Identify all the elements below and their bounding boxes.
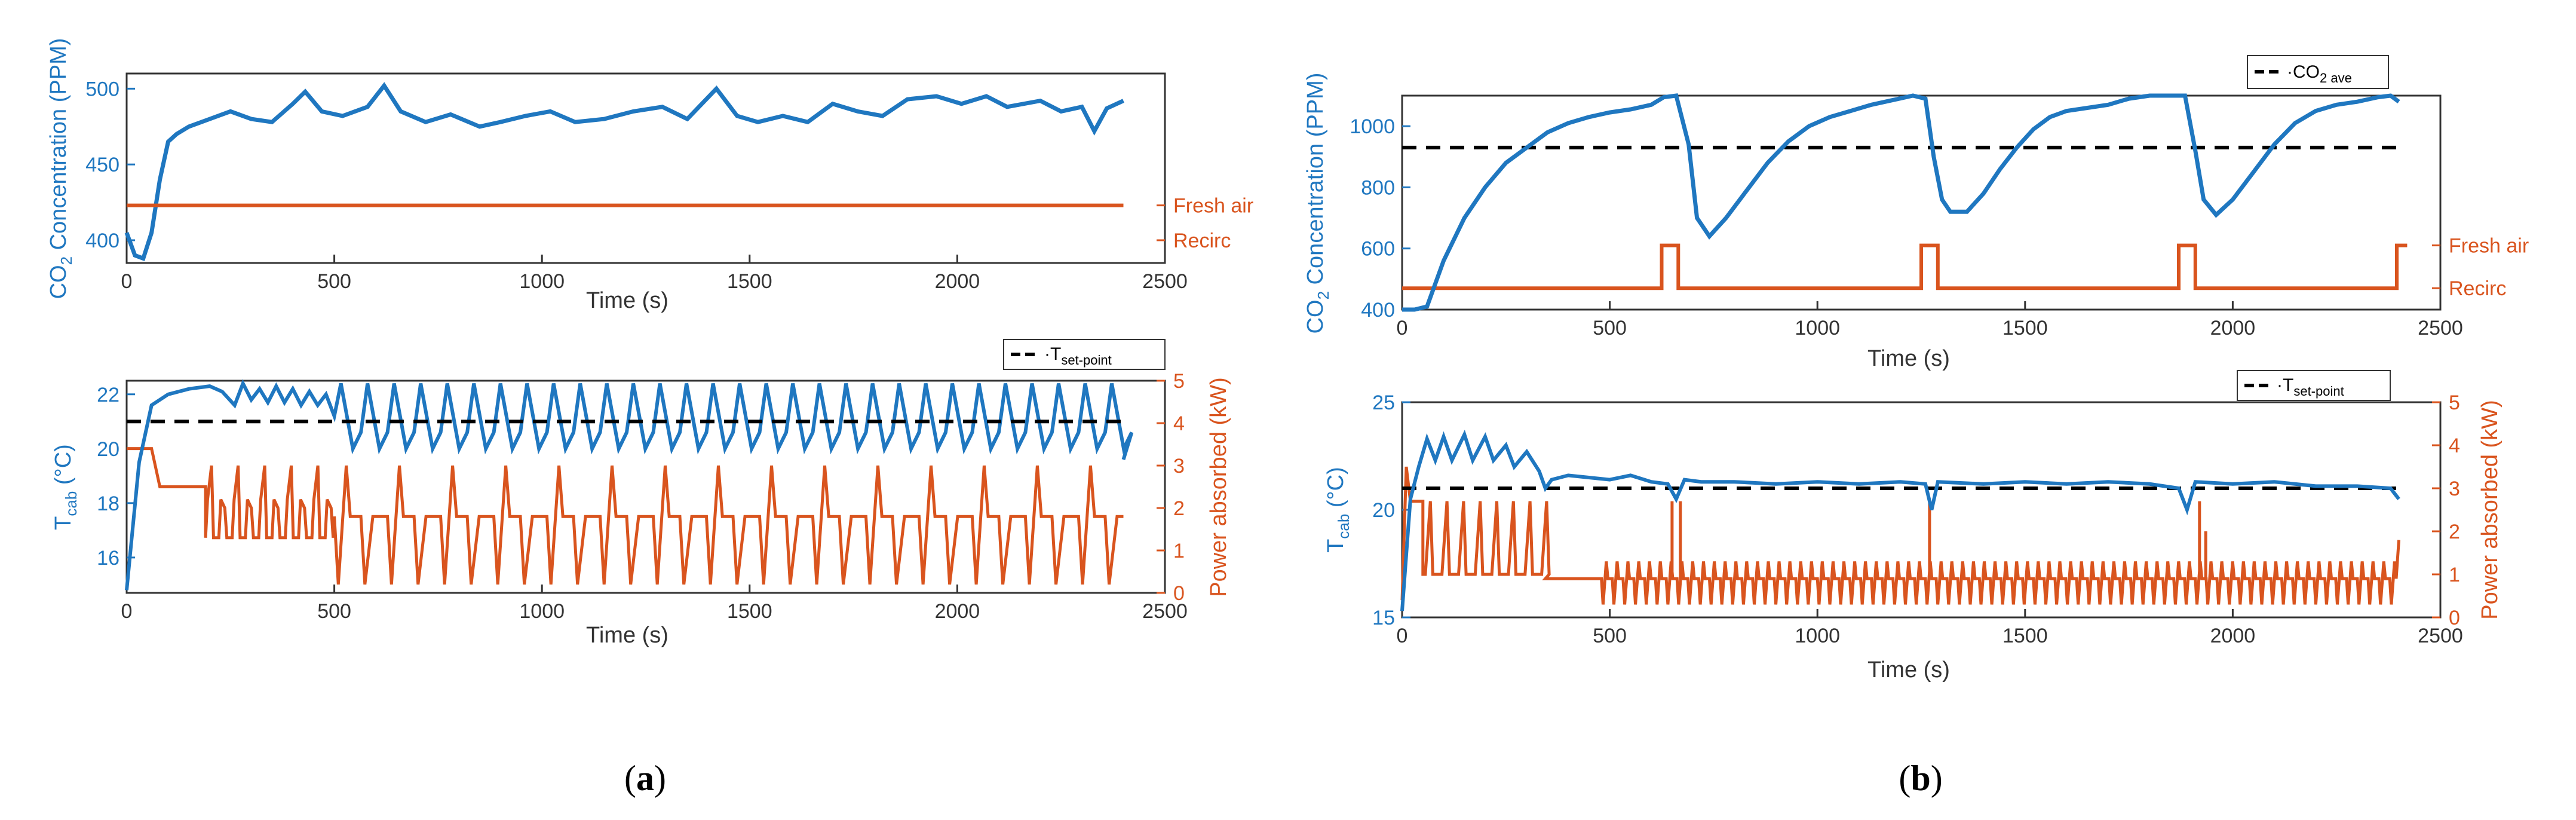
x-tick-label: 2500 bbox=[1142, 270, 1188, 293]
chart-a-temperature: Tcab (°C) Power absorbed (kW) Time (s) 0… bbox=[51, 339, 1231, 648]
x-tick-label: 1000 bbox=[519, 270, 565, 293]
y-tick-label: 500 bbox=[85, 78, 119, 100]
y-ticks: 15 20 25 bbox=[1372, 391, 1410, 629]
y2-tick-label: 4 bbox=[1173, 412, 1185, 435]
x-axis-label: Time (s) bbox=[586, 288, 668, 313]
y2-tick-label: 0 bbox=[1173, 582, 1185, 605]
x-ticks: 0 500 1000 1500 2000 2500 bbox=[1397, 301, 2463, 339]
y-axis-label: Tcab (°C) bbox=[51, 444, 80, 530]
y2-tick-label: 0 bbox=[2449, 607, 2460, 629]
co2-line bbox=[124, 82, 1124, 261]
caption-b: (b) bbox=[1899, 758, 1942, 798]
right-label: Recirc bbox=[2449, 277, 2506, 300]
y-ticks: 400 600 800 1000 bbox=[1350, 115, 1410, 322]
y-tick-label: 18 bbox=[97, 492, 119, 515]
x-axis-label: Time (s) bbox=[1867, 657, 1950, 683]
y-tick-label: 20 bbox=[97, 438, 119, 461]
y-tick-label: 25 bbox=[1372, 391, 1395, 414]
x-tick-label: 500 bbox=[317, 270, 351, 293]
y-tick-label: 450 bbox=[85, 154, 119, 176]
x-tick-label: 2000 bbox=[2210, 317, 2256, 339]
plot-frame bbox=[125, 72, 1166, 264]
y2-tick-label: 1 bbox=[2449, 564, 2460, 586]
x-tick-label: 500 bbox=[1593, 317, 1627, 339]
plot-frame bbox=[125, 380, 1166, 594]
x-ticks: 0 500 1000 1500 2000 2500 bbox=[1397, 609, 2463, 647]
y-ticks: 400 450 500 bbox=[85, 78, 135, 252]
x-tick-label: 2500 bbox=[2418, 625, 2463, 647]
chart-b-co2: CO2 Concentration (PPM) Time (s) 0 500 100… bbox=[1303, 55, 2529, 371]
x-tick-label: 1000 bbox=[1795, 625, 1840, 647]
y2-tick-label: 1 bbox=[1173, 540, 1185, 562]
y-tick-label: 16 bbox=[97, 547, 119, 570]
y-tick-label: 400 bbox=[85, 230, 119, 252]
x-tick-label: 1000 bbox=[519, 600, 565, 623]
x-tick-label: 1500 bbox=[727, 600, 772, 623]
y-tick-label: 22 bbox=[97, 384, 119, 406]
y2-ticks: 0 1 2 3 4 5 bbox=[2432, 391, 2460, 629]
x-tick-label: 500 bbox=[317, 600, 351, 623]
x-tick-label: 0 bbox=[1397, 317, 1408, 339]
x-tick-label: 1000 bbox=[1795, 317, 1840, 339]
y-tick-label: 400 bbox=[1361, 299, 1395, 322]
y2-tick-label: 2 bbox=[1173, 497, 1185, 520]
y2-tick-label: 3 bbox=[2449, 478, 2460, 500]
y-axis-label: CO2 Concentration (PPM) bbox=[46, 38, 75, 299]
cabin-temp-line bbox=[125, 379, 1134, 590]
legend: ·Tset-point bbox=[2237, 370, 2391, 401]
x-tick-label: 2500 bbox=[2418, 317, 2463, 339]
legend: ·Tset-point bbox=[1003, 339, 1166, 370]
legend: ·CO2 ave bbox=[2247, 55, 2389, 89]
y2-tick-label: 4 bbox=[2449, 435, 2460, 457]
x-tick-label: 1500 bbox=[2002, 625, 2048, 647]
x-axis-label: Time (s) bbox=[1867, 346, 1950, 371]
y-tick-label: 1000 bbox=[1350, 115, 1395, 138]
y2-tick-label: 5 bbox=[2449, 391, 2460, 414]
y2-tick-label: 5 bbox=[1173, 370, 1185, 393]
x-axis-label: Time (s) bbox=[586, 623, 668, 648]
x-tick-label: 0 bbox=[121, 600, 133, 623]
co2-line bbox=[1402, 93, 2400, 312]
right-labels: Fresh air Recirc bbox=[1157, 195, 1253, 252]
x-tick-label: 2500 bbox=[1142, 600, 1188, 623]
power-line bbox=[1400, 466, 2400, 605]
right-label: Fresh air bbox=[2449, 235, 2529, 258]
x-ticks: 0 500 1000 1500 2000 2500 bbox=[121, 585, 1188, 623]
x-tick-label: 500 bbox=[1593, 625, 1627, 647]
cabin-temp-line bbox=[1400, 429, 2400, 611]
y2-axis-label: Power absorbed (kW) bbox=[2477, 400, 2503, 619]
x-tick-label: 0 bbox=[1397, 625, 1408, 647]
y-axis-label: Tcab (°C) bbox=[1323, 467, 1353, 553]
y2-axis-label: Power absorbed (kW) bbox=[1206, 377, 1231, 596]
chart-a-co2: CO2 Concentration (PPM) Time (s) 0 500 100… bbox=[46, 38, 1253, 313]
legend-label: ·CO2 ave bbox=[2287, 62, 2352, 85]
y-tick-label: 800 bbox=[1361, 176, 1395, 199]
mode-line bbox=[1402, 243, 2408, 290]
x-tick-label: 0 bbox=[121, 270, 133, 293]
x-tick-label: 1500 bbox=[727, 270, 772, 293]
y-axis-label: CO2 Concentration (PPM) bbox=[1303, 73, 1332, 334]
power-line bbox=[127, 447, 1124, 585]
x-tick-label: 2000 bbox=[935, 600, 980, 623]
x-tick-label: 1500 bbox=[2002, 317, 2048, 339]
caption-a: (a) bbox=[624, 758, 666, 798]
y2-tick-label: 2 bbox=[2449, 521, 2460, 543]
x-ticks: 0 500 1000 1500 2000 2500 bbox=[121, 255, 1188, 293]
y-tick-label: 600 bbox=[1361, 238, 1395, 261]
right-label: Fresh air bbox=[1173, 195, 1253, 218]
x-tick-label: 2000 bbox=[935, 270, 980, 293]
y2-tick-label: 3 bbox=[1173, 455, 1185, 478]
chart-b-temperature: Tcab (°C) Power absorbed (kW) Time (s) 0… bbox=[1323, 370, 2503, 683]
right-labels: Fresh air Recirc bbox=[2432, 235, 2529, 300]
y2-ticks: 0 1 2 3 4 5 bbox=[1157, 370, 1185, 605]
x-tick-label: 2000 bbox=[2210, 625, 2256, 647]
right-label: Recirc bbox=[1173, 230, 1231, 252]
y-tick-label: 20 bbox=[1372, 499, 1395, 522]
y-tick-label: 15 bbox=[1372, 607, 1395, 629]
y-ticks: 16 18 20 22 bbox=[97, 384, 135, 570]
